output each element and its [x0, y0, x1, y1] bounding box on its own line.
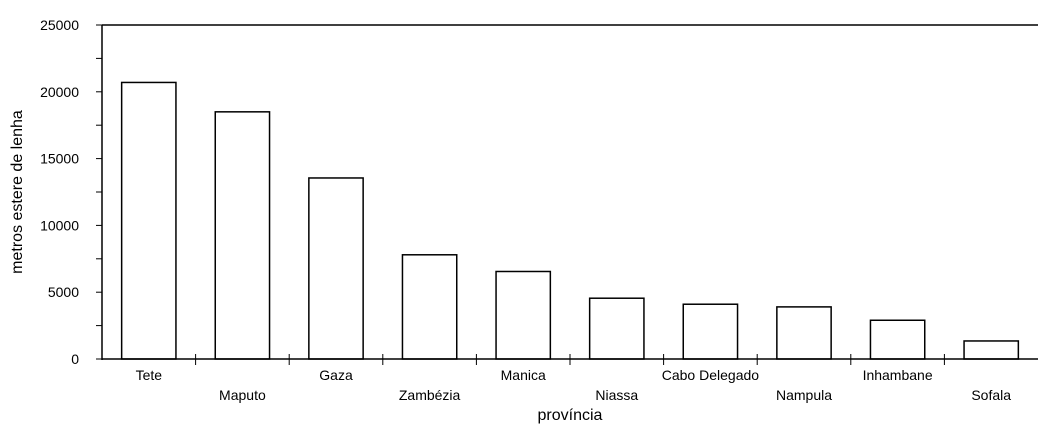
x-tick-label: Tete — [136, 367, 163, 383]
bars — [120, 81, 1020, 360]
y-axis-title: metros estere de lenha — [9, 110, 26, 274]
x-tick-label: Nampula — [776, 387, 832, 403]
y-tick-label: 5000 — [48, 284, 79, 300]
bar — [214, 111, 271, 360]
x-tick-label: Gaza — [319, 367, 353, 383]
x-tick-label: Zambézia — [399, 387, 461, 403]
y-tick-label: 10000 — [40, 217, 79, 233]
y-tick-label: 0 — [71, 351, 79, 367]
y-tick-label: 20000 — [40, 84, 79, 100]
x-tick-label: Maputo — [219, 387, 266, 403]
bar — [120, 81, 177, 360]
bar — [963, 340, 1020, 360]
x-tick-label: Cabo Delegado — [662, 367, 760, 383]
bar — [308, 177, 364, 360]
x-tick-label: Niassa — [595, 387, 638, 403]
bar — [495, 270, 552, 360]
bar — [776, 306, 832, 360]
bar — [588, 297, 645, 360]
bar — [682, 303, 739, 360]
y-tick-label: 15000 — [40, 151, 79, 167]
x-tick-label: Sofala — [971, 387, 1011, 403]
bar — [401, 254, 458, 360]
x-tick-label: Manica — [501, 367, 546, 383]
y-axis-ticks: 0 5000 10000 15000 20000 25000 — [40, 17, 102, 367]
x-tick-label: Inhambane — [863, 367, 933, 383]
x-axis-title: província — [538, 407, 603, 424]
y-tick-label: 25000 — [40, 17, 79, 33]
bar — [869, 319, 926, 360]
x-tick-labels: Tete Maputo Gaza Zambézia Manica Niassa Cabo D… — [136, 367, 1012, 403]
